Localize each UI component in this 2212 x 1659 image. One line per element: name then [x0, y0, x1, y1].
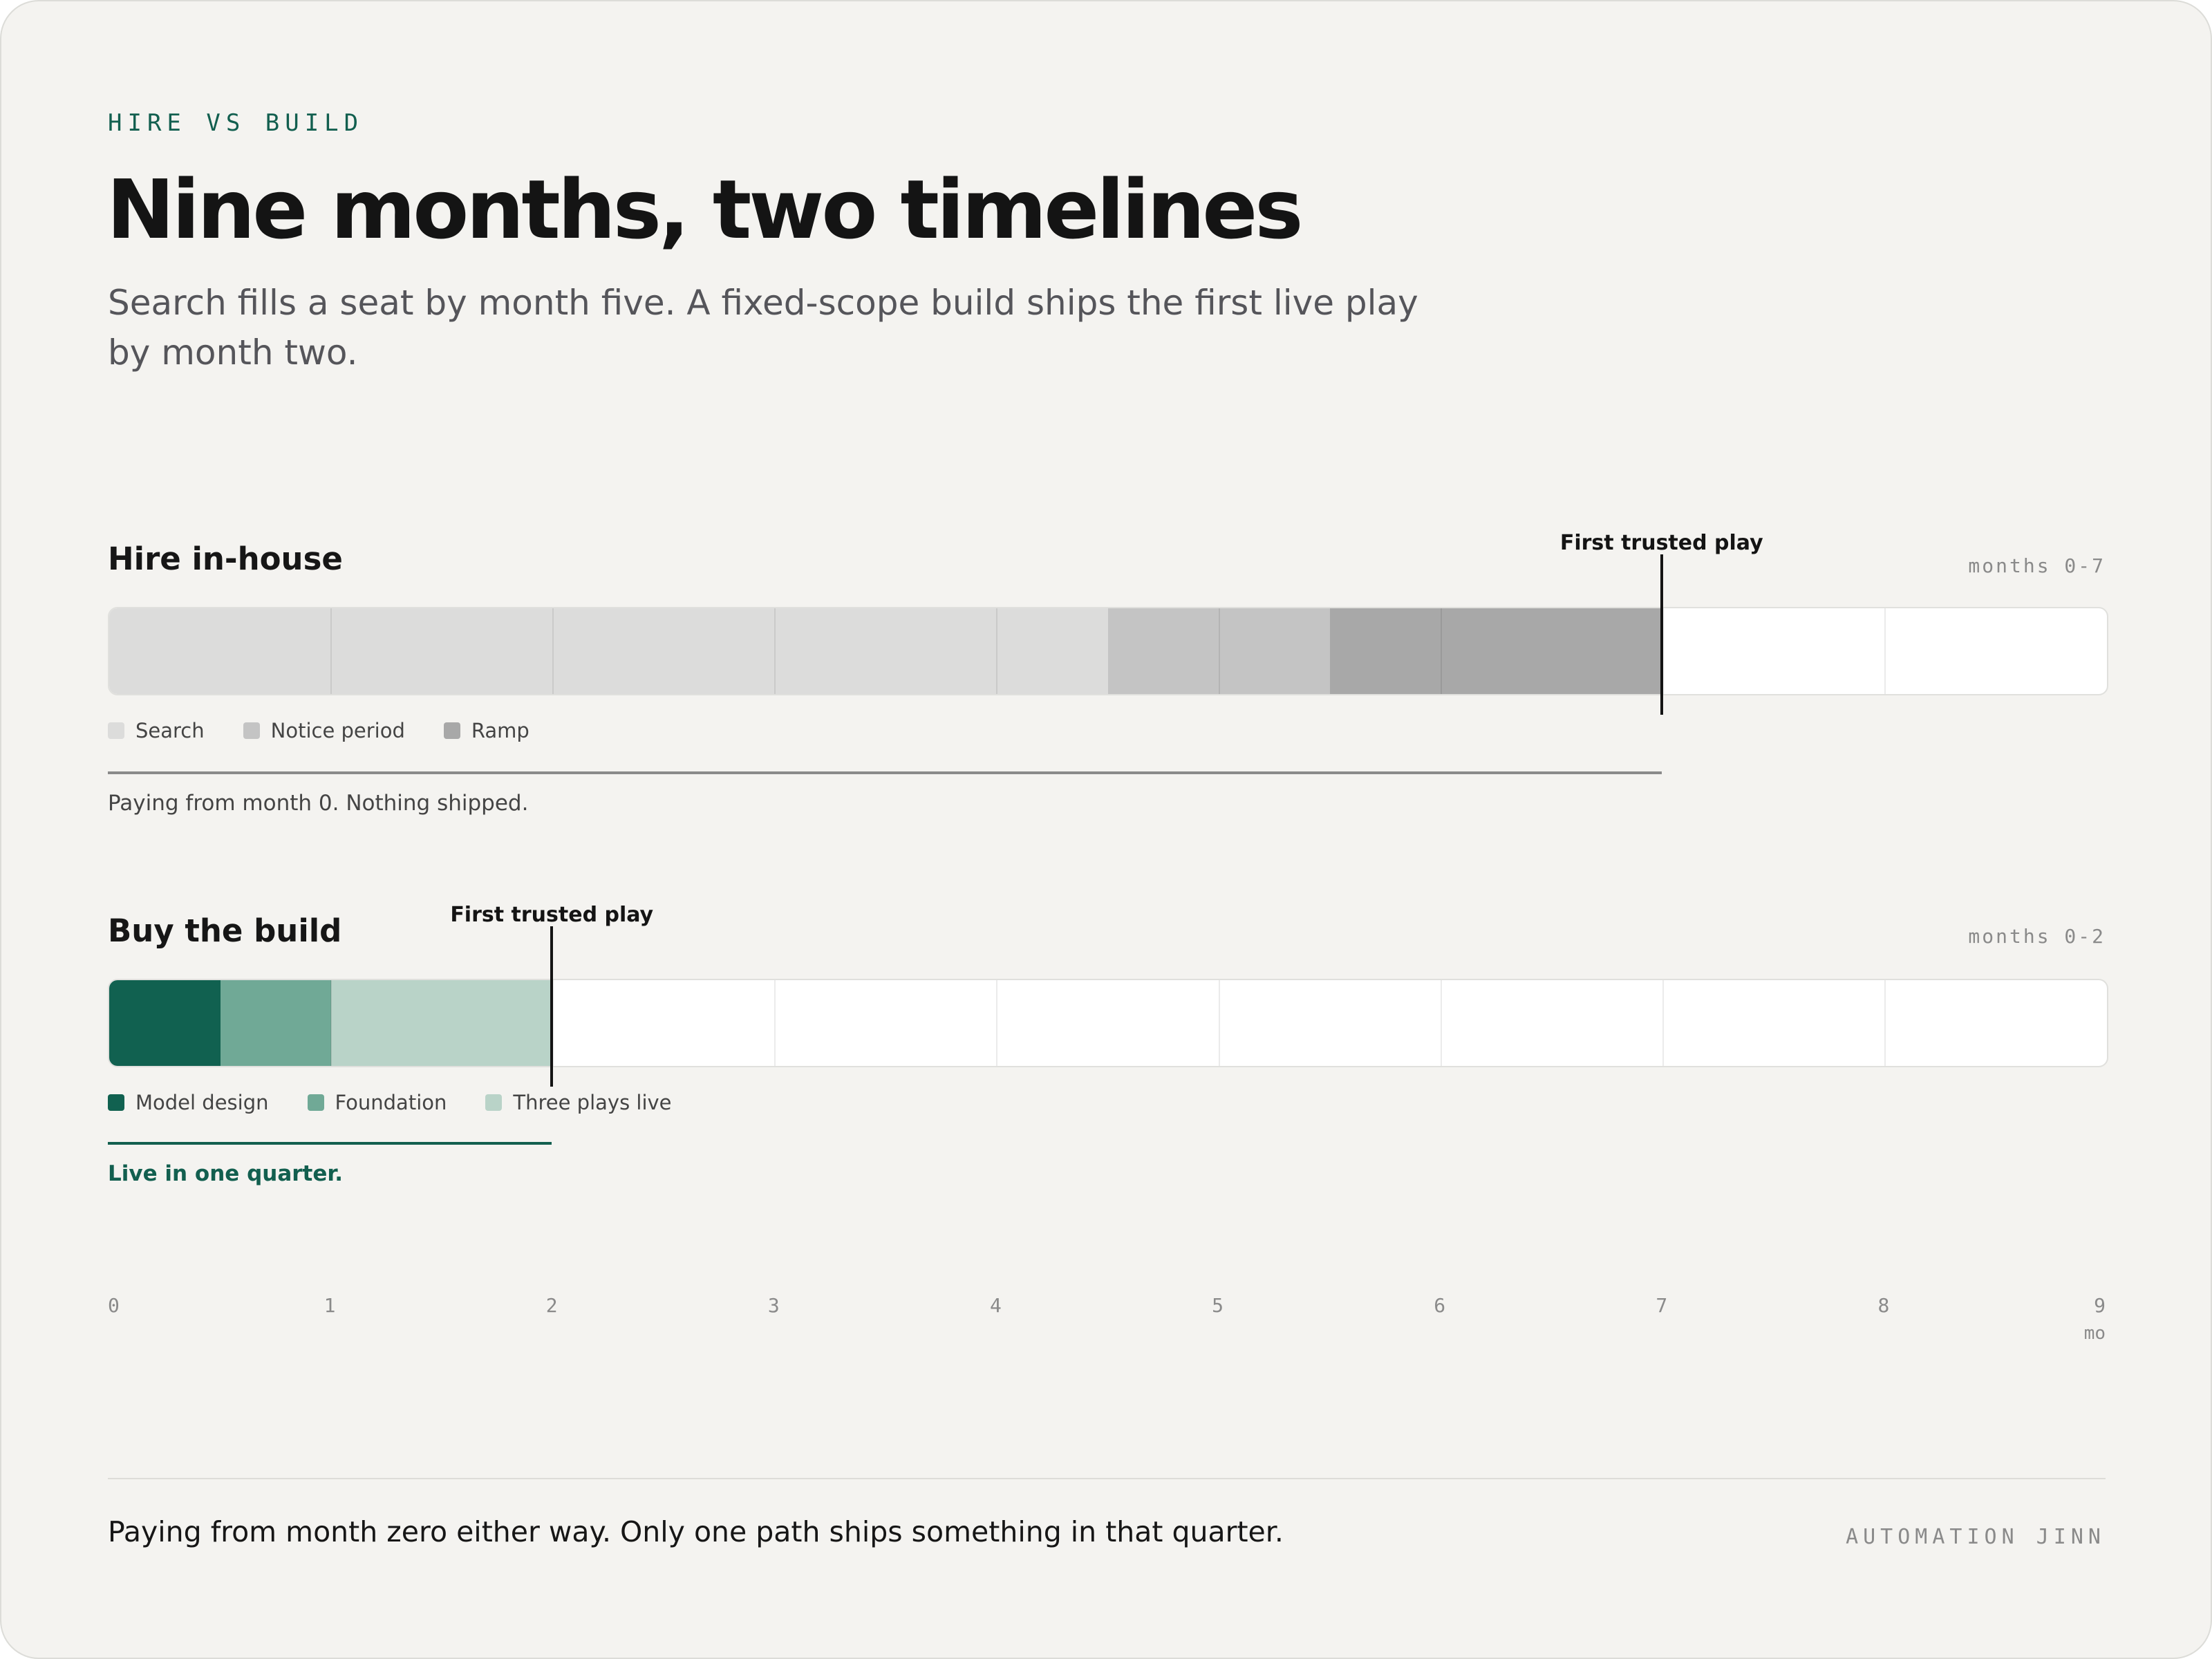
- page-title: Nine months, two timelines: [106, 162, 1303, 257]
- build-section-title: Buy the build: [108, 912, 342, 949]
- axis-tick-label: 1: [324, 1294, 336, 1317]
- legend-label: Three plays live: [513, 1091, 672, 1114]
- legend-swatch: [485, 1094, 503, 1111]
- legend-item: Model design: [108, 1091, 269, 1114]
- month-gridline: [552, 608, 554, 694]
- legend-swatch: [108, 722, 124, 739]
- axis-tick-label: 5: [1212, 1294, 1224, 1317]
- axis-tick-label: 3: [767, 1294, 780, 1317]
- footer-text: Paying from month zero either way. Only …: [108, 1515, 1284, 1548]
- build-duration-rule: [108, 1142, 552, 1145]
- month-gridline: [330, 608, 332, 694]
- axis-tick-label: 7: [1656, 1294, 1668, 1317]
- first-trusted-play-marker: [1660, 554, 1663, 715]
- phase-segment-model-design: [109, 980, 221, 1066]
- legend-swatch: [108, 1094, 124, 1111]
- hire-timeline-track: [108, 607, 2108, 695]
- month-gridline: [1218, 608, 1220, 694]
- axis-tick-label: 6: [1434, 1294, 1446, 1317]
- month-gridline: [996, 980, 998, 1066]
- axis-tick-label: 9: [2094, 1294, 2106, 1317]
- legend-label: Ramp: [471, 719, 529, 742]
- axis-unit-label: mo: [2083, 1323, 2106, 1344]
- month-gridline: [552, 980, 554, 1066]
- legend-swatch: [443, 722, 460, 739]
- first-trusted-play-marker: [550, 926, 554, 1087]
- month-gridline: [1440, 608, 1442, 694]
- hire-legend: Search Notice period Ramp: [108, 719, 529, 742]
- month-gridline: [1218, 980, 1220, 1066]
- legend-item: Search: [108, 719, 205, 742]
- axis-tick-label: 0: [108, 1294, 120, 1317]
- month-gridline: [330, 980, 332, 1066]
- legend-swatch: [307, 1094, 324, 1111]
- legend-label: Model design: [135, 1091, 269, 1114]
- month-gridline: [996, 608, 998, 694]
- hire-note: Paying from month 0. Nothing shipped.: [108, 791, 529, 816]
- legend-label: Foundation: [335, 1091, 447, 1114]
- page-subtitle: Search fills a seat by month five. A fix…: [108, 283, 1418, 373]
- legend-item: Notice period: [243, 719, 405, 742]
- phase-segment-search: [109, 608, 1108, 694]
- build-legend: Model design Foundation Three plays live: [108, 1091, 672, 1114]
- month-gridline: [774, 608, 776, 694]
- hire-section-title: Hire in-house: [108, 541, 343, 577]
- phase-segment-notice-period: [1108, 608, 1331, 694]
- first-trusted-play-label: First trusted play: [450, 903, 654, 927]
- axis-tick-label: 8: [1877, 1294, 1890, 1317]
- phase-segment-three-plays-live: [331, 980, 554, 1066]
- axis-tick-label: 4: [990, 1294, 1002, 1317]
- phase-segment-ramp: [1330, 608, 1663, 694]
- month-gridline: [1662, 608, 1664, 694]
- legend-item: Ramp: [443, 719, 529, 742]
- month-gridline: [1440, 980, 1442, 1066]
- hire-duration-rule: [108, 771, 1662, 774]
- month-gridline: [774, 980, 776, 1066]
- build-note: Live in one quarter.: [108, 1161, 344, 1186]
- hire-range-label: months 0-7: [1968, 554, 2106, 577]
- legend-item: Foundation: [307, 1091, 447, 1114]
- legend-item: Three plays live: [485, 1091, 672, 1114]
- legend-label: Notice period: [270, 719, 405, 742]
- phase-segment-foundation: [220, 980, 332, 1066]
- month-gridline: [1884, 608, 1886, 694]
- first-trusted-play-label: First trusted play: [1559, 531, 1763, 555]
- build-timeline-track: [108, 979, 2108, 1067]
- month-gridline: [1662, 980, 1664, 1066]
- footer-divider: [108, 1478, 2106, 1479]
- month-gridline: [1884, 980, 1886, 1066]
- build-range-label: months 0-2: [1968, 925, 2106, 948]
- eyebrow-label: HIRE VS BUILD: [108, 109, 364, 137]
- legend-label: Search: [135, 719, 205, 742]
- legend-swatch: [243, 722, 260, 739]
- brand-wordmark: AUTOMATION JINN: [1846, 1525, 2106, 1549]
- axis-tick-label: 2: [545, 1294, 558, 1317]
